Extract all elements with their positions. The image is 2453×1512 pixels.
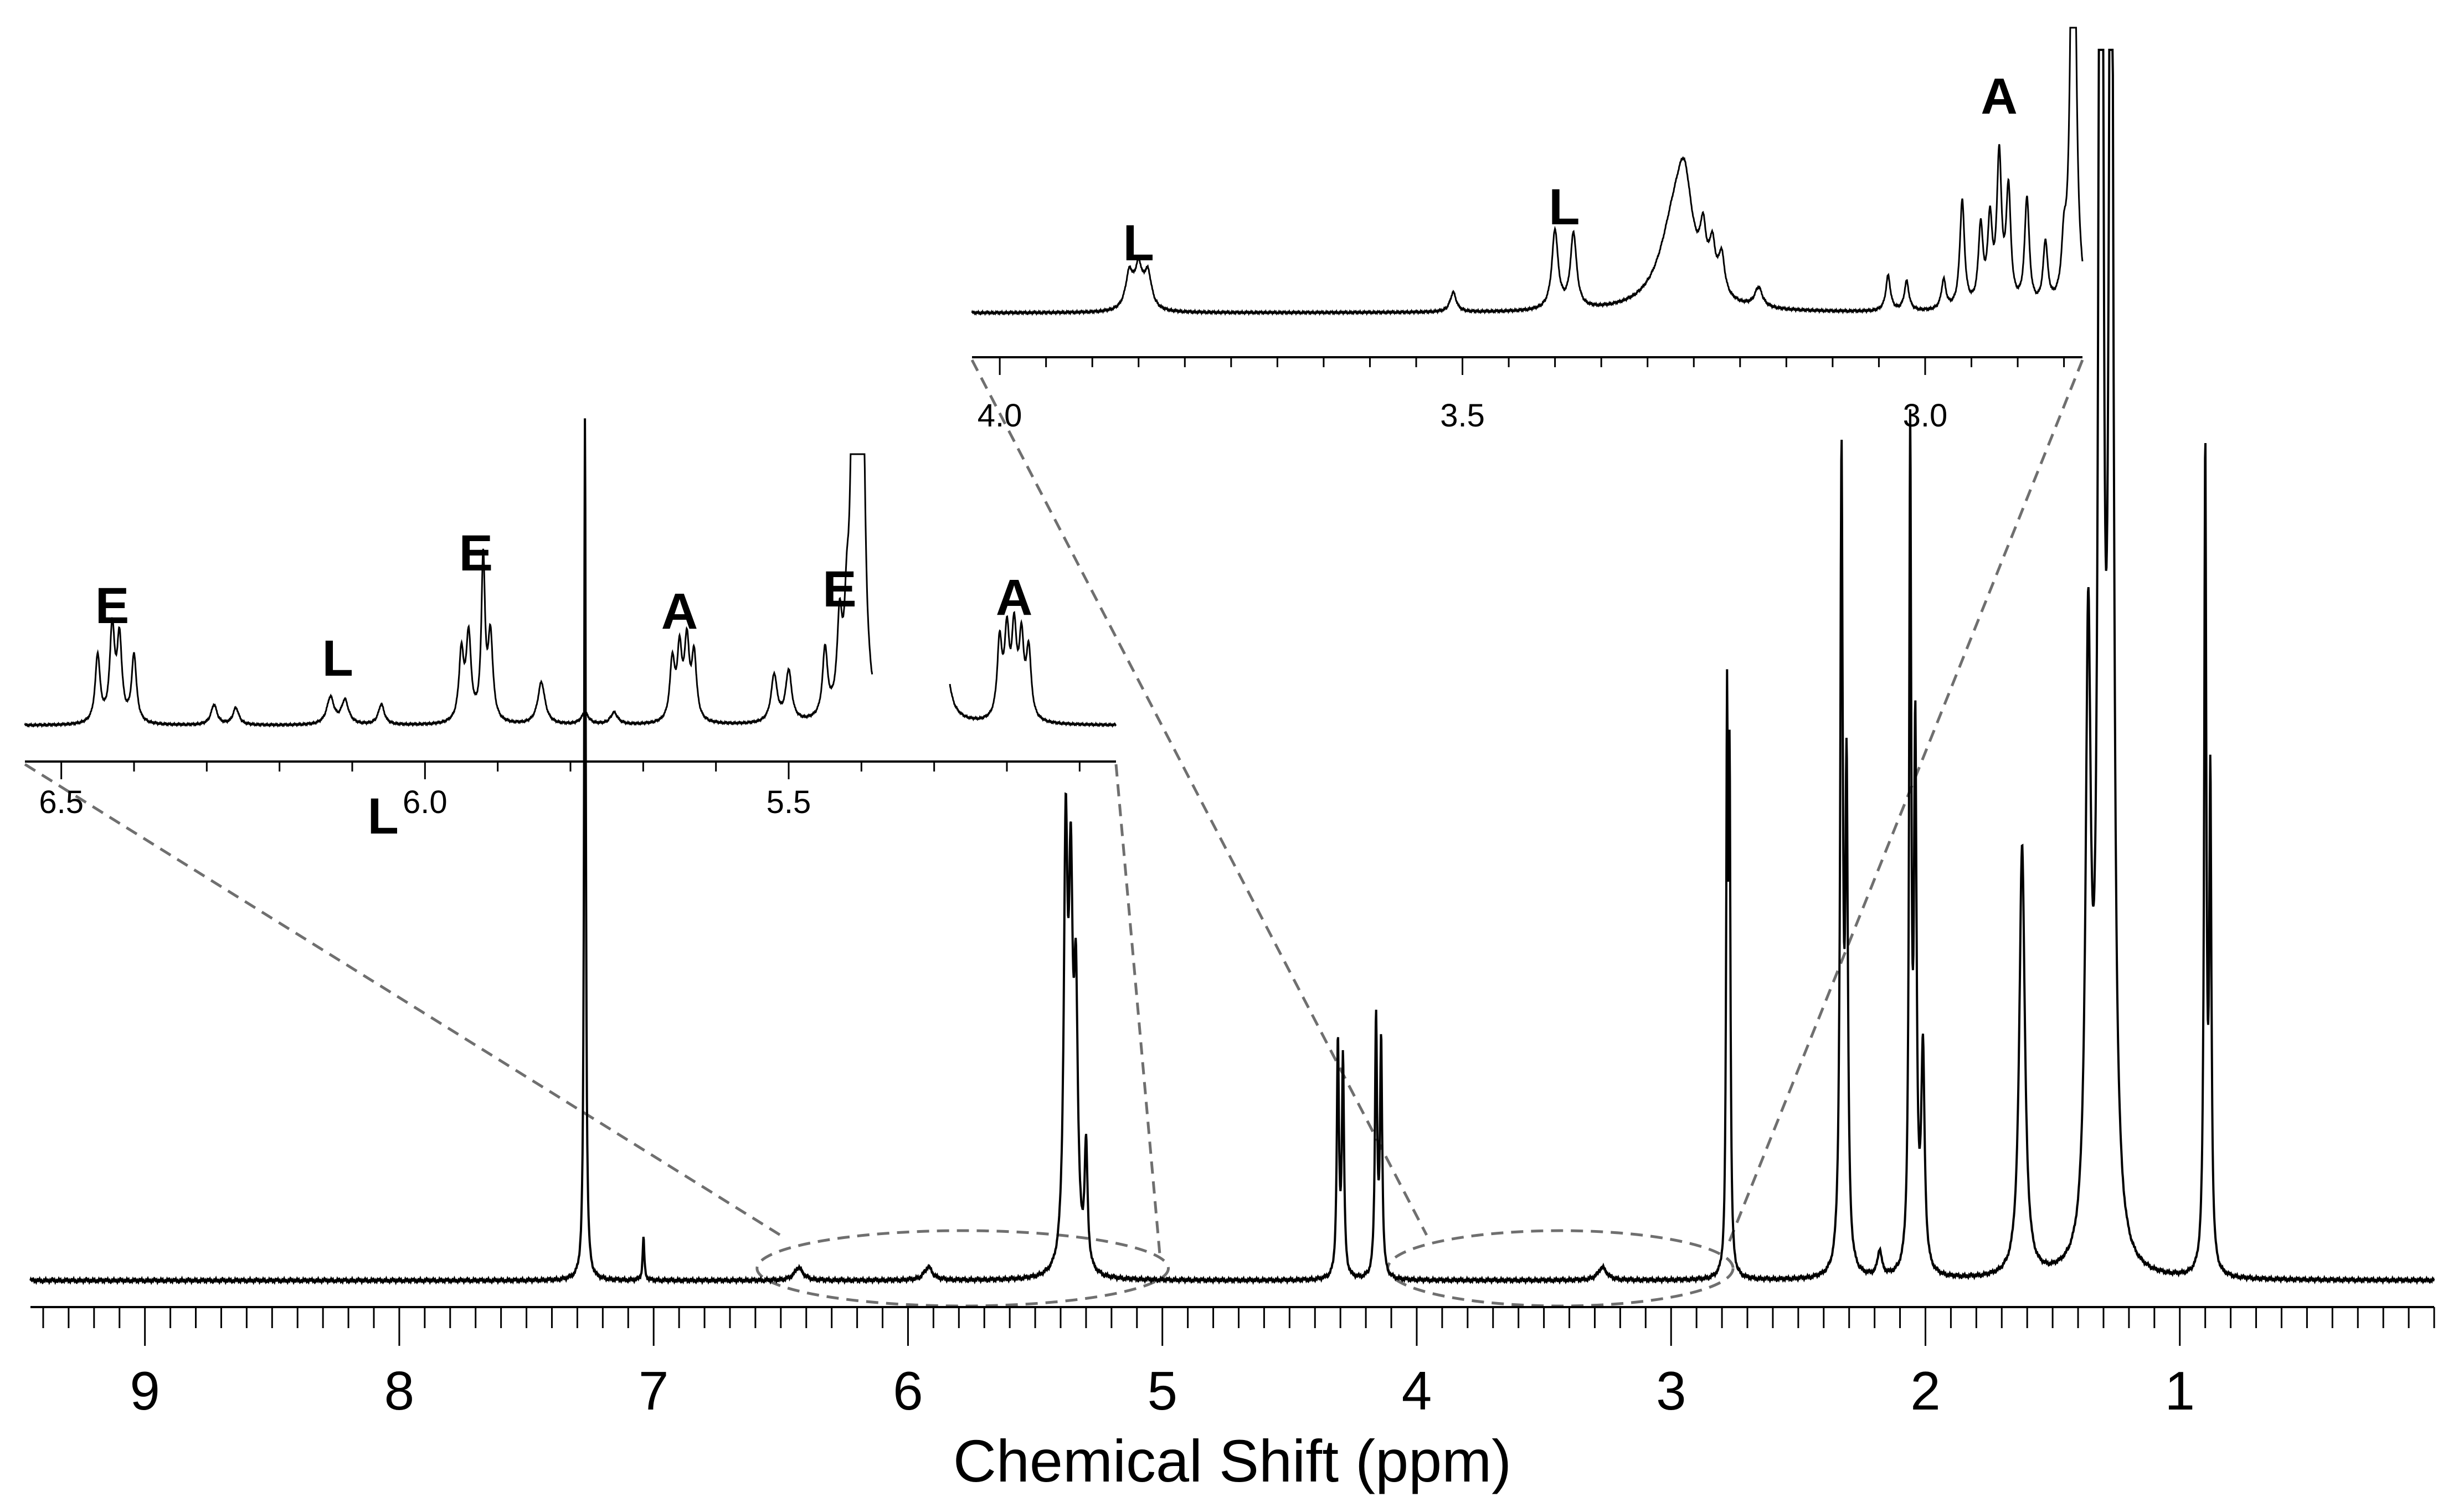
inset-right-peak-label-a: A (1981, 68, 2017, 125)
zoom-connector-left-a (24, 763, 786, 1240)
main-x-axis-tick-label: 9 (130, 1360, 160, 1421)
inset-left-x-axis-tick-label: 6.5 (39, 784, 84, 820)
inset-right-x-axis-tick-label: 3.5 (1440, 398, 1485, 434)
inset-left-x-axis-ticks: 6.5 6.0 5.5 (39, 762, 1081, 820)
inset-right-peak-label-l: L (1549, 179, 1580, 235)
inset-left-x-axis-tick-label: 5.5 (767, 784, 811, 820)
inset-left-extra-label-l: L (368, 788, 399, 845)
zoom-connector-right-a (970, 359, 1428, 1236)
inset-right-x-axis-ticks: 4.0 3.5 3.0 (978, 357, 2065, 434)
inset-left-peak-label-e: E (95, 578, 129, 634)
main-spectrum-trace (29, 49, 2435, 1285)
main-x-axis-tick-label: 6 (893, 1360, 923, 1421)
inset-right-peak-labels: L L A (1123, 68, 2018, 271)
inset-right-peak-label-l: L (1123, 215, 1154, 271)
main-x-axis-ticks: 9 8 7 6 5 4 3 2 1 (42, 1307, 2435, 1421)
inset-left-peak-label-e: E (822, 561, 856, 618)
main-x-axis-tick-label: 7 (639, 1360, 669, 1421)
zoom-connector-left-b (1114, 764, 1162, 1258)
inset-right-x-axis-tick-label: 4.0 (978, 398, 1022, 434)
zoom-guides (24, 359, 2084, 1308)
main-spectrum-plot: 9 8 7 6 5 4 3 2 1 Chemical Shift (ppm) (29, 49, 2435, 1494)
main-x-axis-tick-label: 3 (1656, 1360, 1686, 1421)
inset-left-spectrum-trace (24, 453, 1117, 728)
inset-left-peak-label-a: A (996, 569, 1032, 626)
zoom-region-ellipse-left (755, 1229, 1170, 1308)
inset-right-x-axis-tick-label: 3.0 (1903, 398, 1948, 434)
main-x-axis-tick-label: 8 (384, 1360, 415, 1421)
x-axis-title: Chemical Shift (ppm) (953, 1427, 1511, 1494)
inset-left-zoom-plot: 6.5 6.0 5.5 E L E A E A L (24, 453, 1117, 845)
main-x-axis-tick-label: 1 (2164, 1360, 2195, 1421)
inset-right-zoom-plot: 4.0 3.5 3.0 L L A (971, 27, 2084, 434)
main-x-axis-tick-label: 5 (1147, 1360, 1177, 1421)
inset-right-spectrum-trace (971, 27, 2084, 316)
main-x-axis-tick-label: 4 (1402, 1360, 1432, 1421)
inset-left-peak-label-e: E (459, 525, 493, 582)
inset-left-peak-labels: E L E A E A L (95, 525, 1032, 845)
main-x-axis-tick-label: 2 (1910, 1360, 1941, 1421)
inset-left-peak-label-l: L (322, 630, 353, 687)
inset-left-x-axis-tick-label: 6.0 (403, 784, 448, 820)
inset-left-peak-label-a: A (661, 583, 698, 640)
